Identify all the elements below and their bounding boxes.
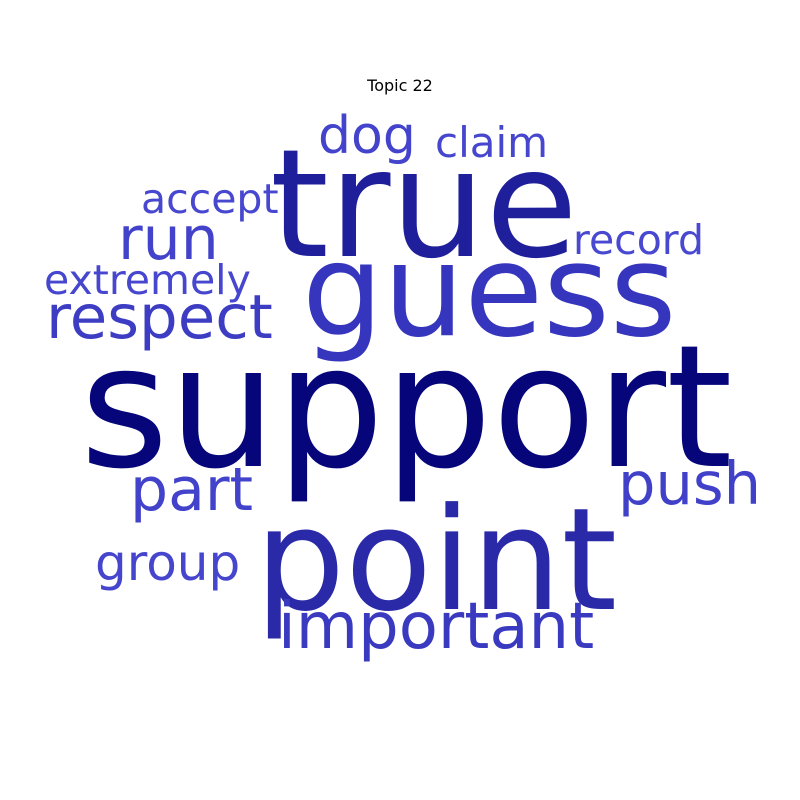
word-part: part <box>130 455 254 525</box>
word-claim: claim <box>435 118 549 167</box>
word-push: push <box>618 449 761 518</box>
word-support: support <box>80 309 733 507</box>
word-point: point <box>255 478 618 643</box>
chart-title: Topic 22 <box>367 76 433 95</box>
word-important: important <box>278 590 595 664</box>
word-true: true <box>270 118 578 292</box>
word-dog: dog <box>318 106 416 166</box>
word-extremely: extremely <box>44 256 251 304</box>
word-run: run <box>118 204 219 274</box>
word-record: record <box>573 216 704 264</box>
word-accept: accept <box>141 175 279 223</box>
word-guess: guess <box>302 217 677 366</box>
word-respect: respect <box>46 282 273 353</box>
word-group: group <box>95 534 241 592</box>
